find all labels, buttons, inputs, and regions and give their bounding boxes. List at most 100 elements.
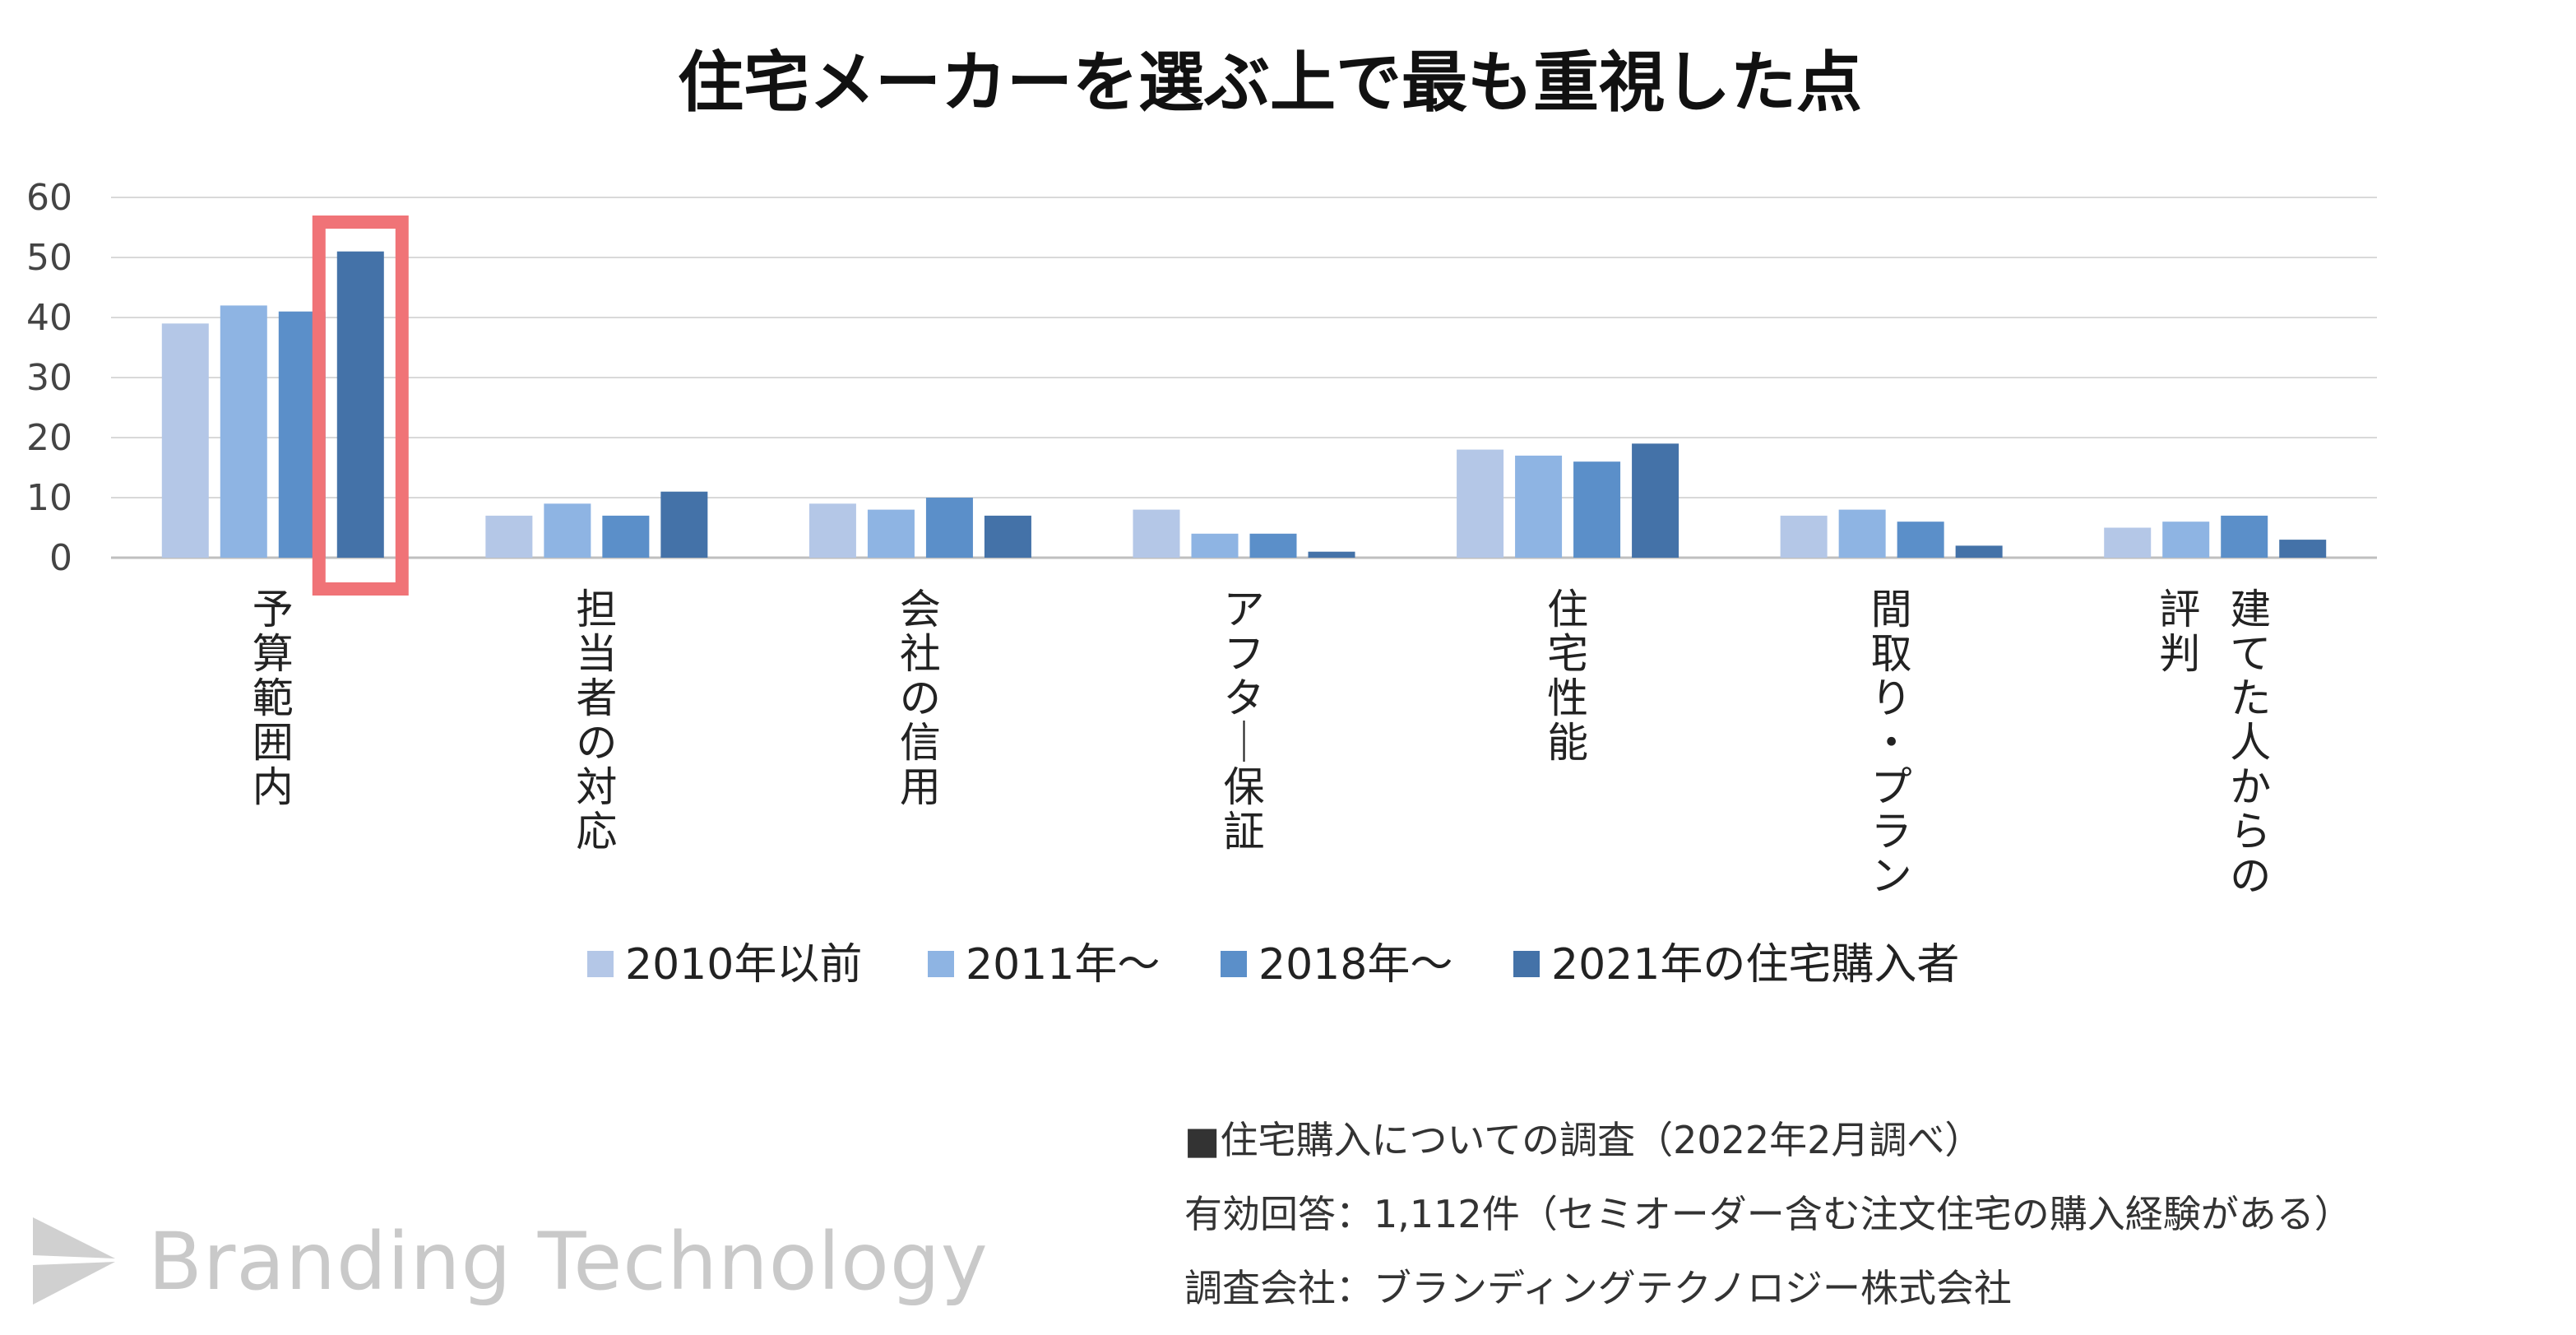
y-tick-label: 30 [26, 357, 72, 399]
bar [2279, 540, 2327, 558]
category-label-char: 人 [2230, 719, 2271, 767]
category-label-char: 当 [576, 630, 617, 678]
bar [808, 503, 856, 558]
category-label-char: 住 [1547, 586, 1588, 633]
category-label: アフタ｜保証 [1224, 586, 1265, 855]
legend-swatch [587, 951, 614, 977]
bar [485, 515, 533, 558]
bars [161, 251, 2327, 558]
bar [925, 498, 973, 558]
bar [161, 323, 209, 558]
legend-swatch [1221, 951, 1247, 977]
category-label-char: フ [1224, 630, 1265, 678]
bar [1249, 533, 1297, 558]
legend-swatch [928, 951, 954, 977]
logo-text: Branding Technology [148, 1216, 989, 1308]
y-tick-label: 20 [26, 417, 72, 459]
bar [1457, 449, 1504, 558]
y-tick-label: 40 [26, 297, 72, 339]
highlight-box [312, 216, 409, 596]
category-label-char: て [2230, 630, 2271, 678]
category-label-char: 取 [1871, 630, 1912, 678]
category-label-char: 宅 [1547, 630, 1588, 678]
category-label-char: り [1871, 674, 1912, 722]
category-label: 住宅性能 [1547, 586, 1588, 767]
highlight-rect [312, 216, 409, 596]
bar [867, 509, 915, 558]
grid-lines [111, 197, 2377, 559]
bar [1191, 533, 1239, 558]
bar [660, 491, 708, 558]
bar [1838, 509, 1886, 558]
bar [1955, 545, 2003, 558]
category-label-char: 範 [253, 674, 294, 722]
category-label-char: た [2230, 674, 2271, 722]
legend-swatch [1513, 951, 1540, 977]
bar [984, 515, 1031, 558]
category-label-char: 評 [2159, 586, 2200, 633]
category-label-char: ・ [1871, 719, 1912, 767]
legend-label: 2011年〜 [966, 940, 1160, 990]
bar [1897, 521, 1944, 558]
bar [1632, 443, 1679, 558]
bar [544, 503, 591, 558]
bar [336, 251, 384, 558]
bar [1308, 551, 1355, 558]
legend: 2010年以前 2011年〜 2018年〜 2021年の住宅購入者 [587, 940, 1959, 990]
category-label: 間取り・プラン [1871, 586, 1912, 900]
category-label-char: 建 [2230, 586, 2271, 633]
category-label-char: の [576, 719, 617, 767]
category-label-char: 対 [576, 763, 617, 811]
bar [602, 515, 650, 558]
category-label-char: プ [1871, 763, 1912, 811]
bar [2162, 521, 2210, 558]
category-label: 予算範囲内 [253, 586, 294, 811]
bar [2104, 527, 2152, 558]
category-label-char: 者 [576, 674, 617, 722]
chart-title: 住宅メーカーを選ぶ上で最も重視した点 [678, 44, 1862, 121]
category-label-char: 応 [576, 808, 617, 855]
note-responses: 有効回答：1,112件（セミオーダー含む注文住宅の購入経験がある） [1184, 1192, 2352, 1236]
category-label-char: 予 [253, 586, 294, 633]
note-survey: ■住宅購入についての調査（2022年2月調べ） [1184, 1118, 1983, 1162]
category-label: 担当者の対応 [576, 586, 617, 855]
note-company: 調査会社：ブランディングテクノロジー株式会社 [1184, 1266, 2013, 1310]
category-label-char: 間 [1871, 586, 1912, 633]
category-label-char: 証 [1224, 808, 1265, 855]
y-tick-label: 60 [26, 177, 72, 219]
category-label-char: ア [1224, 586, 1265, 633]
category-label-char: 用 [900, 763, 941, 811]
legend-label: 2021年の住宅購入者 [1551, 940, 1959, 990]
category-label-char: 担 [576, 586, 617, 633]
category-label-char: 囲 [253, 719, 294, 767]
bar [1780, 515, 1828, 558]
y-tick-label: 50 [26, 237, 72, 279]
category-label-char: 保 [1224, 763, 1265, 811]
category-label-char: の [900, 674, 941, 722]
category-label-char: ｜ [1224, 719, 1265, 767]
category-label-char: 信 [900, 719, 941, 767]
legend-label: 2018年〜 [1258, 940, 1452, 990]
bar [220, 305, 267, 558]
category-label: 会社の信用 [900, 586, 941, 811]
category-label-char: タ [1224, 674, 1265, 722]
y-tick-label: 0 [49, 537, 72, 579]
category-label-char: 算 [253, 630, 294, 678]
category-labels: 予算範囲内担当者の対応会社の信用アフタ｜保証住宅性能間取り・プラン建てた人からの… [253, 586, 2271, 900]
category-label-char: 性 [1547, 674, 1588, 722]
category-label-char: 内 [253, 763, 294, 811]
bar [2221, 515, 2268, 558]
category-label-char: 判 [2159, 630, 2200, 678]
category-label-char: 能 [1547, 719, 1588, 767]
category-label-char: 社 [900, 630, 941, 678]
y-tick-label: 10 [26, 477, 72, 519]
category-label-char: の [2230, 852, 2271, 900]
category-label-char: か [2230, 763, 2271, 811]
category-label: 建てた人からの [2230, 586, 2271, 900]
y-axis-ticks: 0 10 20 30 40 50 60 [26, 177, 72, 579]
category-label-char: ら [2230, 808, 2271, 855]
bar [1573, 461, 1621, 558]
category-label-char: 会 [900, 586, 941, 633]
legend-label: 2010年以前 [625, 940, 862, 990]
category-label: 評判 [2159, 586, 2200, 678]
